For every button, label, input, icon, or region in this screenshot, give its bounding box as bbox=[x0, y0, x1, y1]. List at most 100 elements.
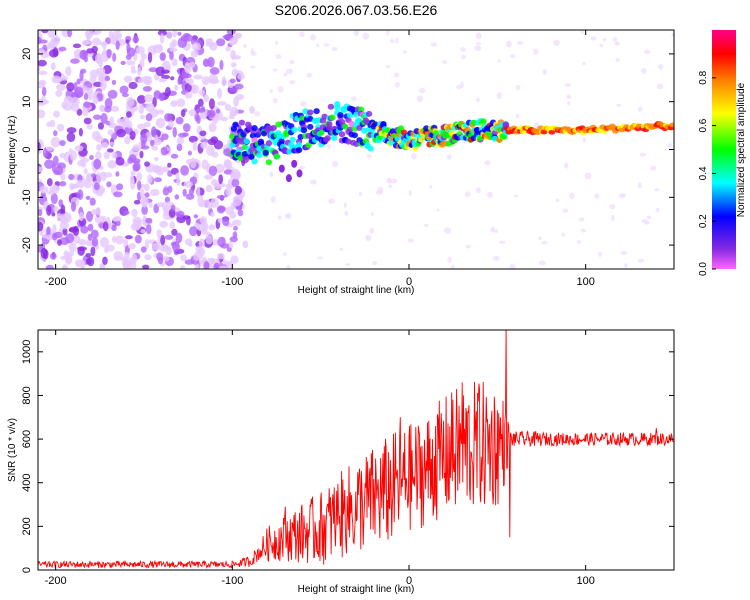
spectrogram-noise-blob bbox=[106, 181, 112, 188]
spectrogram-ridge-cell bbox=[256, 152, 263, 159]
spectrogram-noise-blob bbox=[46, 204, 52, 216]
spectrogram-ridge-cell bbox=[548, 129, 556, 135]
snr-y-ticks: 0 200 400 600 800 1000 bbox=[21, 340, 674, 573]
spectrogram-noise-blob bbox=[103, 172, 113, 178]
spectrogram-noise-blob bbox=[40, 247, 48, 259]
spectrogram-noise-blob bbox=[136, 123, 146, 130]
spectrogram-noise-blob bbox=[210, 239, 220, 246]
spectrogram-noise-blob bbox=[189, 157, 197, 169]
spectrogram-noise-blob bbox=[161, 201, 167, 211]
spectrogram-noise-blob bbox=[237, 209, 244, 217]
spectrogram-ridge-cell bbox=[295, 146, 303, 153]
spectrogram-speckle bbox=[390, 178, 398, 184]
spectrogram-noise-blob bbox=[196, 186, 201, 198]
spectrogram-noise-blob bbox=[69, 150, 77, 161]
spectrogram-noise-blob bbox=[52, 224, 57, 233]
spectrogram-noise-blob bbox=[66, 82, 75, 92]
spectrogram-ridge-cell bbox=[270, 125, 277, 132]
spectrogram-noise-blob bbox=[152, 44, 163, 54]
spectrogram-speckle bbox=[429, 184, 433, 189]
spectrogram-noise-blob bbox=[216, 205, 226, 214]
spectrogram-noise-blob bbox=[77, 189, 84, 201]
spectrogram-speckle bbox=[515, 84, 521, 91]
spectrogram-noise-blob bbox=[100, 142, 109, 149]
spectrogram-noise-blob bbox=[162, 187, 170, 196]
spectrogram-speckle bbox=[505, 40, 512, 48]
spectrogram-speckle bbox=[283, 72, 288, 77]
spectrogram-ridge-cell bbox=[248, 154, 255, 161]
spectrogram-noise-blob bbox=[171, 228, 178, 236]
spectrogram-noise-blob bbox=[176, 137, 185, 145]
spectrogram-noise-blob bbox=[176, 143, 183, 152]
spectrogram-speckle bbox=[241, 204, 246, 210]
spectrogram-noise-blob bbox=[106, 148, 114, 153]
snr-marks bbox=[38, 330, 674, 570]
spectrogram-noise-blob bbox=[198, 89, 205, 96]
spectrogram-speckle bbox=[657, 63, 664, 70]
spectrogram-noise-blob bbox=[63, 103, 73, 111]
spectrogram-noise-blob bbox=[109, 116, 115, 127]
spectrogram-noise-blob bbox=[141, 264, 150, 269]
spectrogram-noise-blob bbox=[182, 188, 187, 197]
spectrogram-noise-blob bbox=[169, 221, 176, 229]
spectrogram-noise-blob bbox=[53, 205, 59, 213]
spectrogram-noise-blob bbox=[64, 255, 72, 265]
spectrogram-noise-blob bbox=[170, 204, 176, 211]
spectrogram-noise-blob bbox=[155, 66, 166, 77]
spectrogram-noise-blob bbox=[171, 58, 178, 67]
spectrogram-noise-blob bbox=[86, 48, 95, 54]
spectrogram-speckle bbox=[444, 227, 452, 234]
spectrogram-noise-blob bbox=[134, 234, 142, 244]
spectrogram-noise-blob bbox=[55, 89, 63, 97]
spectrogram-noise-blob bbox=[38, 109, 46, 119]
spectrogram-noise-blob bbox=[131, 158, 141, 164]
spectrogram-speckle bbox=[624, 263, 628, 268]
spectrogram-ridge-cell bbox=[357, 106, 365, 113]
spectrogram-noise-blob bbox=[207, 109, 216, 118]
spectrogram-speckle bbox=[306, 72, 313, 78]
colorbar-tick-label: 0.4 bbox=[698, 166, 709, 180]
spectrogram-noise-blob bbox=[90, 229, 99, 239]
spectrogram-noise-blob bbox=[201, 199, 210, 204]
spectrogram-speckle bbox=[343, 202, 347, 208]
spectrogram-noise-blob bbox=[87, 223, 94, 232]
spectrogram-speckle bbox=[599, 43, 604, 48]
spectrogram-noise-blob bbox=[172, 126, 177, 138]
spectrogram-speckle bbox=[386, 64, 391, 69]
spectrogram-noise-blob bbox=[139, 114, 146, 120]
spectrogram-noise-blob bbox=[142, 86, 152, 92]
spectrogram-noise-blob bbox=[170, 100, 178, 107]
spectrogram-ridge-cell bbox=[329, 114, 336, 121]
spectrogram-noise-blob bbox=[99, 237, 110, 248]
spectrogram-noise-blob bbox=[99, 76, 107, 81]
spectrogram-noise-blob bbox=[116, 118, 123, 124]
spectrogram-noise-blob bbox=[159, 52, 167, 61]
spectrogram-ridge-cell bbox=[257, 138, 265, 145]
spectrogram-noise-blob bbox=[164, 86, 171, 97]
spectrogram-speckle bbox=[580, 30, 584, 34]
spectrogram-speckle bbox=[475, 97, 480, 103]
spectrogram-ridge-cell bbox=[275, 121, 282, 128]
spectrogram-ridge-cell bbox=[351, 132, 358, 139]
spectrogram-speckle bbox=[641, 68, 647, 75]
spectrogram-speckle bbox=[494, 229, 498, 234]
spectrogram-noise-blob bbox=[162, 256, 170, 262]
spectrogram-noise-blob bbox=[198, 238, 205, 248]
spectrogram-noise-blob bbox=[79, 211, 84, 222]
spectrogram-speckle bbox=[492, 256, 500, 262]
spectrogram-x-tick-label: 0 bbox=[406, 276, 412, 288]
spectrogram-speckle bbox=[442, 60, 447, 64]
spectrogram-noise-blob bbox=[102, 256, 108, 265]
spectrogram-speckle bbox=[377, 186, 384, 193]
spectrogram-noise-blob bbox=[89, 197, 96, 206]
spectrogram-noise-blob bbox=[104, 97, 113, 109]
spectrogram-speckle bbox=[474, 45, 482, 51]
spectrogram-ridge-cell bbox=[305, 142, 312, 149]
spectrogram-speckle bbox=[339, 247, 344, 252]
spectrogram-noise-blob bbox=[140, 229, 146, 234]
spectrogram-noise-blob bbox=[38, 221, 44, 232]
spectrogram-noise-blob bbox=[41, 86, 47, 97]
spectrogram-noise-blob bbox=[136, 94, 147, 104]
spectrogram-noise-blob bbox=[164, 196, 171, 203]
spectrogram-noise-blob bbox=[107, 129, 114, 136]
